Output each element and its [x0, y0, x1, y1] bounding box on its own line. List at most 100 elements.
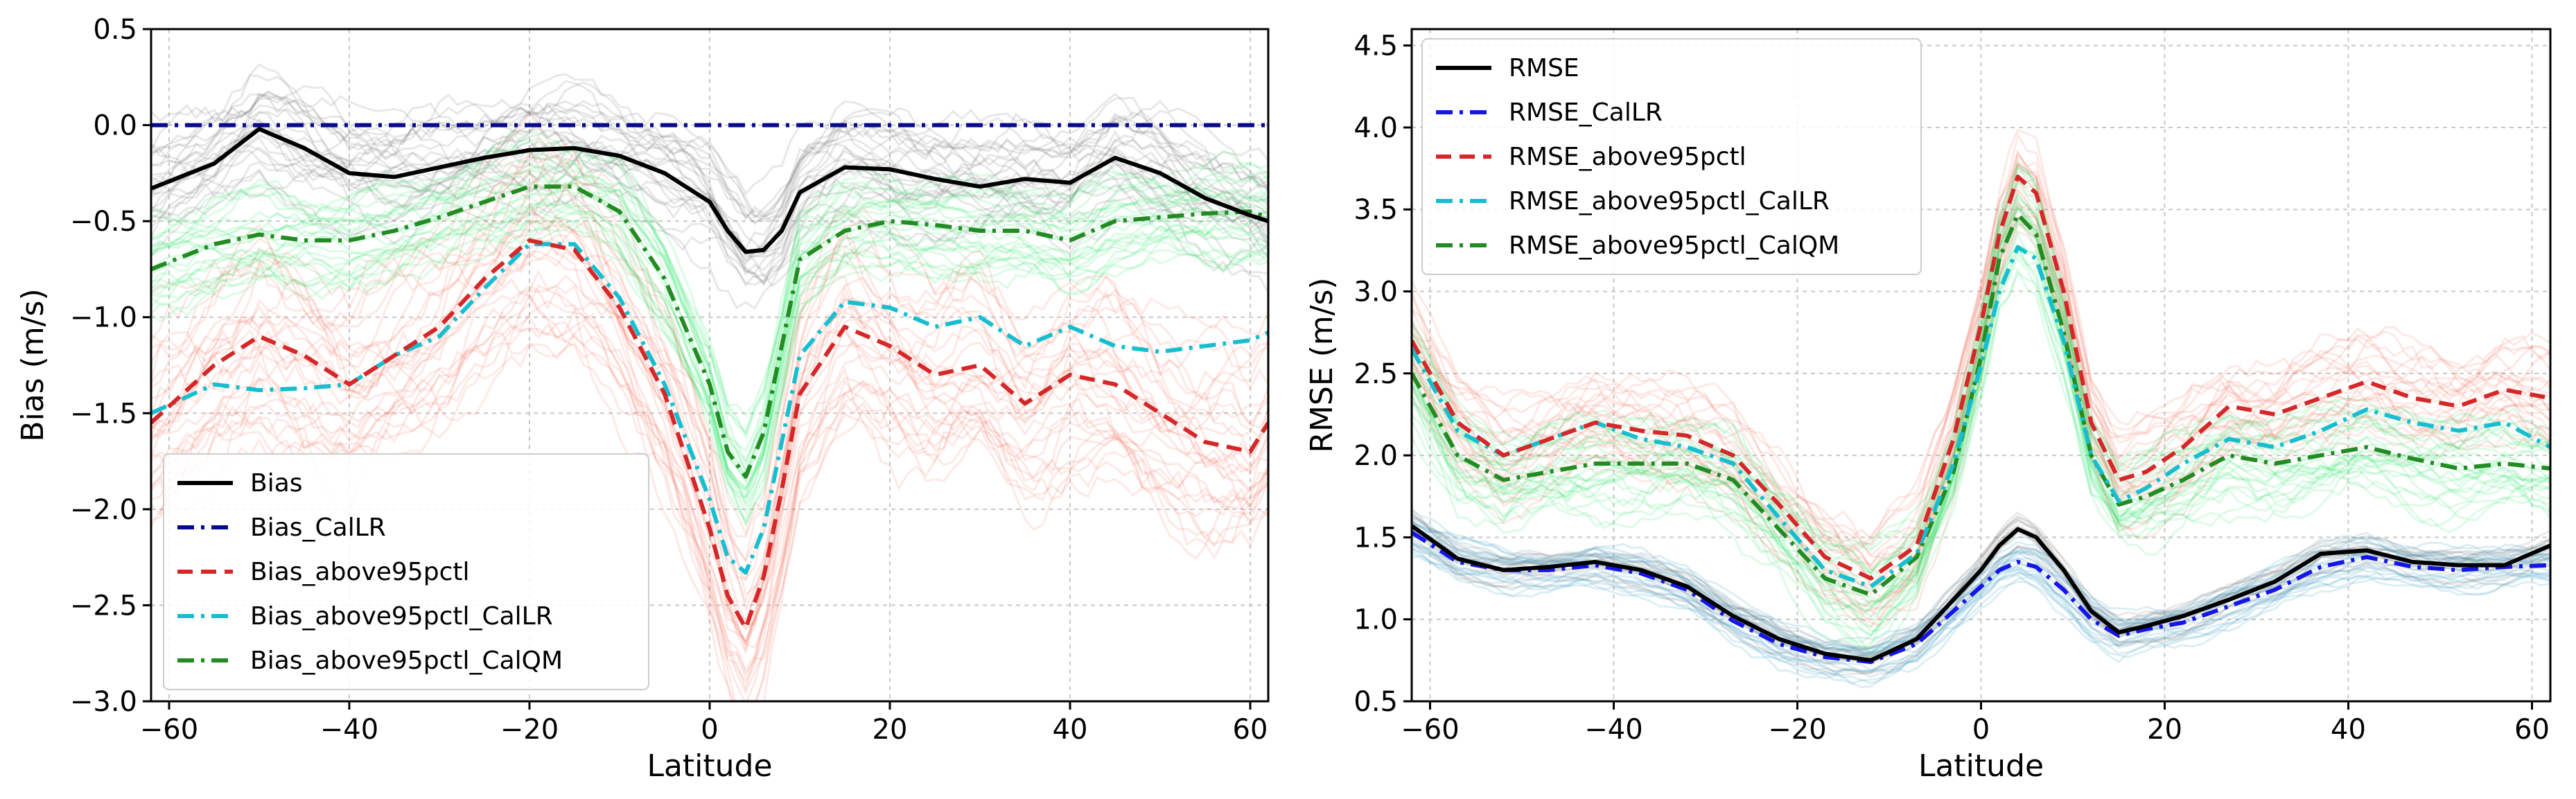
ensemble-member — [151, 161, 1268, 286]
ensemble-member — [1412, 207, 2550, 611]
ensemble-member — [151, 110, 1268, 254]
ensemble-member — [1412, 519, 2550, 651]
series-line-RMSE — [1412, 524, 2550, 662]
x-axis-label: Latitude — [1918, 748, 2044, 784]
legend-label: Bias_above95pctl_CalQM — [250, 647, 563, 675]
legend-label: Bias_CalLR — [250, 513, 386, 542]
ensemble-member — [151, 169, 1268, 479]
legend-label: Bias_above95pctl — [250, 558, 469, 586]
x-tick-label: 40 — [1053, 714, 1088, 746]
ensemble-member — [151, 100, 1268, 254]
ensemble-member — [151, 102, 1268, 263]
y-tick-label: 1.5 — [1353, 522, 1398, 554]
ensemble-member — [151, 191, 1268, 631]
legend-label: RMSE — [1509, 54, 1579, 82]
y-axis-label: RMSE (m/s) — [1304, 277, 1340, 453]
x-tick-label: 0 — [701, 714, 718, 746]
ensemble-member — [151, 162, 1268, 466]
ensemble-member — [151, 141, 1268, 440]
ensemble-member — [151, 136, 1268, 288]
x-tick-label: 60 — [1233, 714, 1268, 746]
ensemble-member — [1412, 244, 2550, 638]
ensemble-member — [151, 342, 1268, 701]
ensemble-member — [1412, 267, 2550, 649]
ensemble-member — [1412, 189, 2550, 586]
ensemble-member — [1412, 512, 2550, 650]
ensemble-member — [151, 292, 1268, 701]
ensemble-member — [151, 90, 1268, 224]
ensemble-member — [1412, 509, 2550, 656]
ensemble-member — [151, 168, 1268, 463]
ensemble-member — [1412, 186, 2550, 588]
ensemble-member — [151, 141, 1268, 279]
ensemble-member — [151, 220, 1268, 613]
series-line-Bias — [151, 127, 1268, 254]
ensemble-member — [1412, 514, 2550, 660]
x-tick-label: −60 — [1401, 714, 1459, 746]
ensemble-member — [151, 250, 1268, 647]
x-tick-label: −40 — [320, 714, 378, 746]
ensemble-member — [1412, 162, 2550, 574]
ensemble-member — [151, 201, 1268, 493]
ensemble-member — [1412, 149, 2550, 570]
ensemble-member — [151, 137, 1268, 435]
ensemble-member — [1412, 230, 2550, 618]
ensemble-member — [1412, 542, 2550, 673]
ensemble-member — [151, 168, 1268, 310]
ensemble-member — [151, 149, 1268, 538]
ensemble-member — [151, 285, 1268, 675]
ensemble-member — [1412, 554, 2550, 680]
legend: Bias Bias_CalLR Bias_above95pctl Bias_above… — [163, 453, 649, 690]
ensemble-member — [1412, 527, 2550, 663]
legend-label: Bias_above95pctl_CalLR — [250, 602, 553, 631]
ensemble-member — [151, 217, 1268, 630]
y-tick-label: −3.0 — [70, 686, 137, 718]
y-tick-label: −0.5 — [70, 206, 137, 238]
ensemble-member — [151, 240, 1268, 643]
ensemble-member — [151, 175, 1268, 499]
x-tick-label: 0 — [1972, 714, 1990, 746]
ensemble-member — [1412, 193, 2550, 577]
ensemble-member — [1412, 193, 2550, 575]
series-line-Bias_above95pctl — [151, 238, 1268, 631]
legend-box — [163, 453, 649, 690]
ensemble-member — [151, 216, 1268, 505]
ensemble-member — [1412, 165, 2550, 573]
ensemble-band-RMSE_CalLR — [1412, 508, 2550, 689]
x-tick-label: −40 — [1584, 714, 1642, 746]
ensemble-member — [151, 105, 1268, 219]
legend-label: RMSE_above95pctl_CalQM — [1509, 231, 1839, 260]
x-tick-label: 40 — [2331, 714, 2366, 746]
y-tick-label: 0.5 — [1353, 686, 1398, 718]
chart-panel-1: −60 −40 −20 0 20 40 60 0.5 0.0 −0.5 −1.0 −1.5 −2.0 −2… — [15, 14, 1270, 784]
y-tick-label: 2.5 — [1353, 358, 1398, 390]
series-line-RMSE_above95pctl_CalQM — [1412, 212, 2550, 597]
ensemble-member — [1412, 162, 2550, 554]
ensemble-member — [1412, 223, 2550, 624]
ensemble-member — [151, 216, 1268, 527]
ensemble-member — [151, 169, 1268, 277]
ensemble-member — [1412, 179, 2550, 596]
x-tick-label: 60 — [2514, 714, 2550, 746]
ensemble-member — [151, 182, 1268, 626]
ensemble-member — [1412, 547, 2550, 689]
ensemble-member — [1412, 217, 2550, 602]
x-tick-label: 20 — [2147, 714, 2182, 746]
ensemble-member — [1412, 159, 2550, 543]
y-tick-label: 4.0 — [1353, 112, 1398, 144]
ensemble-member — [151, 191, 1268, 515]
y-tick-label: −1.0 — [70, 302, 137, 334]
x-tick-label: −20 — [1768, 714, 1826, 746]
ensemble-member — [151, 195, 1268, 489]
ensemble-member — [1412, 206, 2550, 618]
y-tick-label: −2.5 — [70, 590, 137, 622]
ensemble-member — [151, 169, 1268, 563]
ensemble-member — [1412, 520, 2550, 651]
ensemble-member — [151, 299, 1268, 701]
ensemble-member — [151, 131, 1268, 452]
ensemble-member — [151, 148, 1268, 434]
legend-label: Bias — [250, 469, 303, 498]
ensemble-member — [1412, 547, 2550, 672]
ensemble-member — [1412, 549, 2550, 682]
ensemble-member — [1412, 128, 2550, 556]
